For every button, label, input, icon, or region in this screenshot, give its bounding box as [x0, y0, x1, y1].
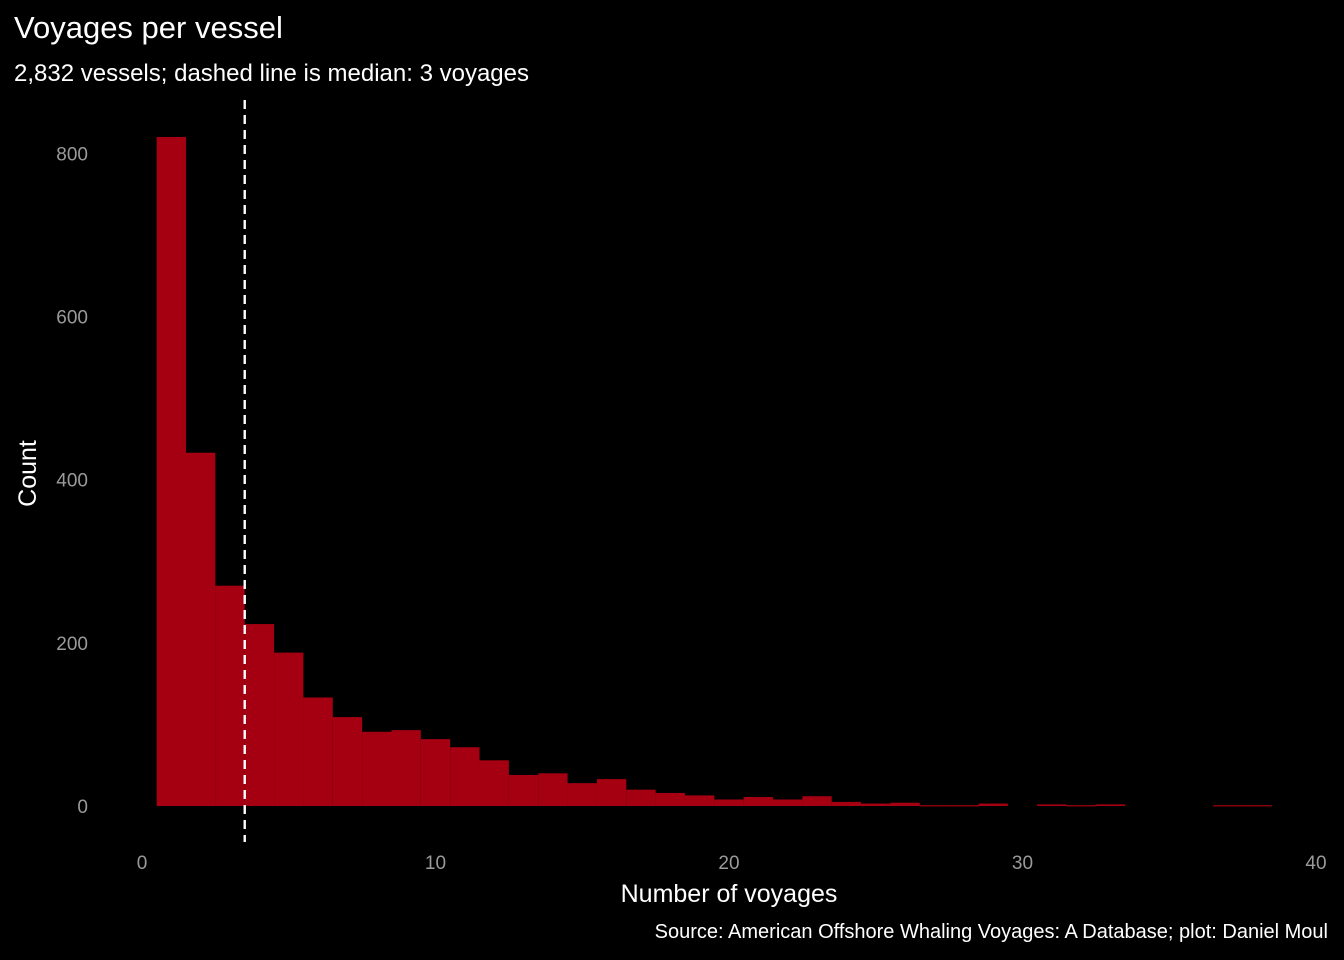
chart-caption: Source: American Offshore Whaling Voyage…	[654, 921, 1328, 943]
histogram-bar	[743, 797, 774, 806]
x-tick-label: 20	[718, 853, 739, 874]
histogram-bar	[949, 805, 979, 807]
chart-title: Voyages per vessel	[14, 10, 283, 45]
y-tick-label: 200	[56, 634, 88, 655]
x-tick-label: 10	[425, 853, 446, 874]
x-tick-label: 30	[1012, 853, 1033, 874]
histogram-bar	[538, 773, 568, 806]
x-tick-label: 0	[137, 853, 148, 874]
y-axis-ticks: 0 200 400 600 800	[56, 144, 88, 818]
histogram-bar	[332, 717, 363, 806]
x-axis-ticks: 0 10 20 30 40	[137, 853, 1327, 874]
bars-group	[156, 137, 1272, 807]
histogram-bar	[861, 803, 891, 806]
x-tick-label: 40	[1305, 853, 1326, 874]
y-tick-label: 800	[56, 144, 88, 165]
histogram-bar	[1066, 805, 1096, 807]
histogram-bar	[391, 730, 421, 806]
histogram-bar	[1213, 805, 1243, 807]
histogram-bar	[890, 802, 920, 806]
y-axis-title: Count	[14, 440, 42, 507]
chart-subtitle: 2,832 vessels; dashed line is median: 3 …	[14, 60, 529, 87]
histogram-bar	[802, 796, 832, 806]
y-tick-label: 400	[56, 471, 88, 492]
histogram-bar	[1242, 805, 1272, 807]
histogram-bar	[567, 783, 597, 806]
x-axis-title: Number of voyages	[621, 880, 838, 908]
histogram-bar	[303, 697, 333, 806]
histogram-bar	[1095, 804, 1126, 806]
y-tick-label: 0	[77, 797, 88, 818]
histogram-bar	[215, 585, 245, 806]
histogram-bar	[508, 774, 539, 806]
histogram-bar	[156, 137, 187, 806]
histogram-bar	[186, 452, 216, 806]
histogram-bar	[362, 731, 392, 806]
histogram-bar	[479, 760, 509, 806]
histogram-bar	[450, 747, 480, 806]
histogram-bar	[1037, 804, 1067, 806]
histogram-bar	[244, 624, 275, 806]
y-tick-label: 600	[56, 307, 88, 328]
histogram-bar	[684, 795, 715, 806]
histogram-bar	[919, 805, 950, 807]
histogram-bar	[978, 803, 1008, 806]
histogram-bar	[274, 652, 304, 806]
histogram-bar	[626, 789, 656, 806]
histogram-bar	[773, 799, 803, 806]
histogram-bar	[714, 799, 744, 806]
histogram-bar	[831, 801, 862, 806]
histogram-bar	[655, 792, 685, 806]
histogram-bar	[596, 779, 627, 806]
histogram-bar	[420, 739, 451, 806]
